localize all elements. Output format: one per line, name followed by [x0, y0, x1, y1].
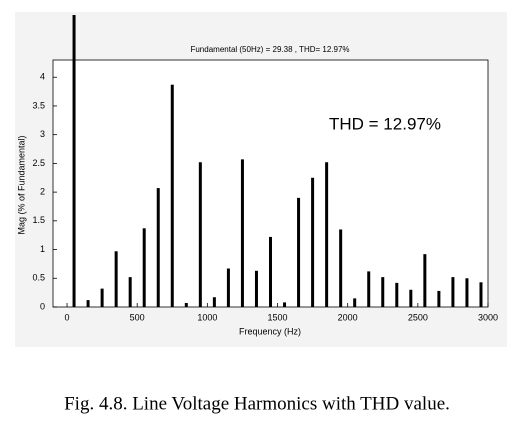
bar: [254, 270, 258, 307]
bar: [212, 297, 216, 307]
bar: [226, 268, 230, 307]
caption: Fig. 4.8. Line Voltage Harmonics with TH…: [64, 393, 450, 414]
bar: [353, 298, 357, 307]
x-tick-label: 0: [65, 312, 70, 322]
bar: [283, 302, 287, 307]
chart-title: Fundamental (50Hz) = 29.38 , THD= 12.97%: [190, 45, 349, 54]
bar: [423, 254, 427, 307]
bar: [100, 288, 104, 307]
bar: [465, 278, 469, 307]
y-tick-label: 3: [40, 129, 45, 139]
bar: [297, 197, 301, 307]
bar: [437, 290, 441, 307]
bar: [114, 251, 118, 307]
bars: [72, 15, 483, 307]
y-tick-label: 0: [40, 301, 45, 311]
bar: [86, 300, 90, 307]
axes-box: [52, 59, 489, 308]
bar: [269, 236, 272, 307]
bar: [240, 159, 244, 307]
bar: [395, 282, 399, 307]
bar: [128, 277, 132, 307]
x-tick-label: 3000: [478, 312, 498, 322]
y-tick-label: 3.5: [32, 100, 45, 110]
bar: [311, 177, 315, 307]
x-tick-label: 1000: [197, 312, 217, 322]
y-tick-label: 4: [40, 72, 45, 82]
x-tick-label: 500: [130, 312, 145, 322]
bar: [142, 228, 146, 307]
bar: [367, 271, 371, 307]
bar: [72, 15, 76, 307]
y-tick-label: 1.5: [32, 215, 45, 225]
bar: [451, 277, 455, 307]
bar: [409, 289, 413, 307]
x-tick-label: 2000: [338, 312, 358, 322]
bar: [325, 162, 329, 307]
bar: [156, 188, 160, 307]
bar: [339, 229, 343, 307]
bar: [184, 302, 188, 307]
x-tick-label: 2500: [408, 312, 428, 322]
x-axis-label: Frequency (Hz): [239, 326, 301, 336]
y-tick-label: 1: [40, 244, 45, 254]
bar: [381, 277, 385, 307]
y-axis-label: Mag (% of Fundamental): [16, 135, 26, 234]
annotation: THD = 12.97%: [329, 114, 441, 133]
y-tick-label: 0.5: [32, 273, 45, 283]
y-tick-label: 2.5: [32, 158, 45, 168]
bar: [479, 282, 483, 307]
bar: [170, 84, 174, 307]
bar: [198, 162, 202, 307]
x-tick-label: 1500: [268, 312, 288, 322]
y-tick-label: 2: [40, 186, 45, 196]
